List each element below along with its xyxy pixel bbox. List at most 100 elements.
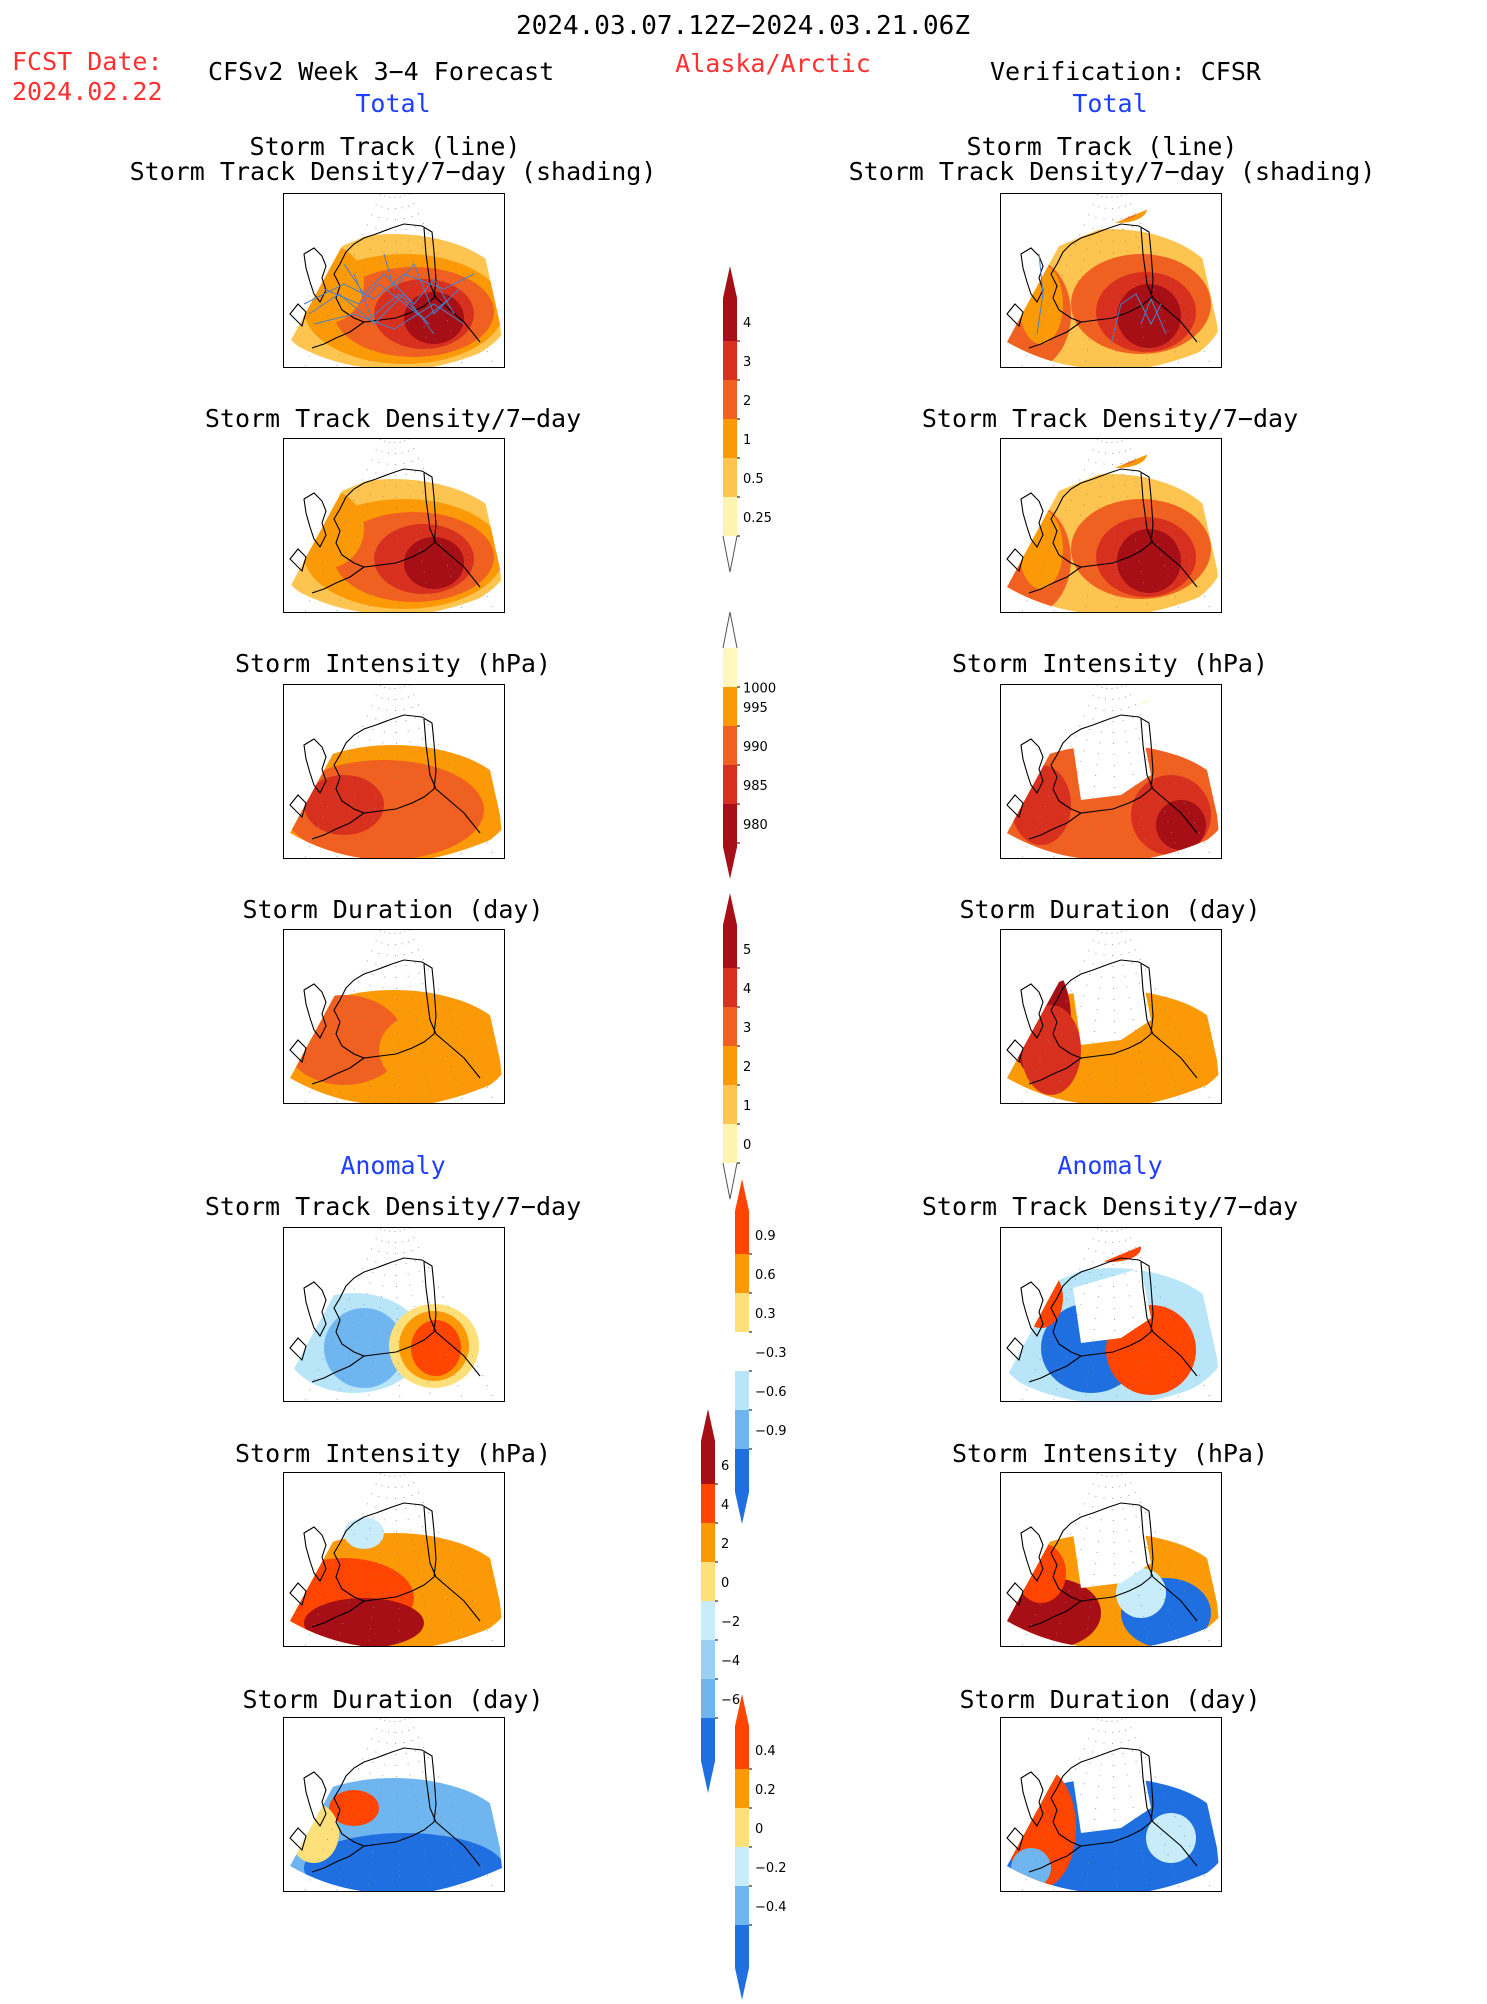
shading-region xyxy=(304,775,384,835)
map-density-forecast xyxy=(283,438,505,613)
colorbar-swatch xyxy=(735,1449,749,1524)
title-duration-anom-left: Storm Duration (day) xyxy=(242,1685,544,1714)
colorbar-label: 2 xyxy=(721,1537,729,1552)
coastline xyxy=(1140,1506,1198,1622)
coastline xyxy=(289,303,307,328)
colorbar-label: −0.4 xyxy=(755,1900,787,1915)
shading-layer xyxy=(1007,1732,1219,1891)
colorbar-label: 4 xyxy=(743,982,751,997)
coastline xyxy=(311,566,365,594)
shading-region xyxy=(329,1790,379,1826)
map-svg xyxy=(289,1718,502,1891)
coastline xyxy=(333,223,437,323)
map-duration-forecast xyxy=(283,929,505,1104)
storm-track xyxy=(303,273,475,305)
shading-region xyxy=(1116,1568,1166,1618)
shading-layer xyxy=(290,1293,479,1393)
map-density-anom-verification xyxy=(1000,1227,1222,1402)
shading-region xyxy=(1117,284,1181,348)
colorbar-swatch xyxy=(723,1085,737,1124)
map-intensity-anom-verification xyxy=(1000,1472,1222,1647)
total-label-left: Total xyxy=(355,89,431,118)
coastline xyxy=(1006,1582,1024,1607)
map-density-verification xyxy=(1000,438,1222,613)
coastline xyxy=(1050,223,1154,323)
coastline xyxy=(1006,794,1024,819)
colorbar-swatch xyxy=(723,497,737,536)
coastlines xyxy=(1006,714,1198,840)
colorbar-label: 980 xyxy=(743,818,768,833)
colorbar-swatch xyxy=(735,1925,749,2000)
no-data-region xyxy=(1073,1268,1151,1343)
map-svg xyxy=(289,685,502,858)
colorbar-label: 0 xyxy=(743,1138,751,1153)
colorbar-swatch xyxy=(735,1293,749,1332)
colorbar-swatch xyxy=(701,1601,715,1640)
title-density-anom-left: Storm Track Density/7−day xyxy=(204,1192,582,1221)
storm-track xyxy=(313,303,465,330)
colorbar-swatch xyxy=(723,687,737,726)
title-duration-right: Storm Duration (day) xyxy=(959,895,1261,924)
colorbar-label: 2 xyxy=(743,1060,751,1075)
map-svg xyxy=(1006,1228,1219,1401)
shading-region xyxy=(304,1833,502,1891)
colorbar-swatch xyxy=(735,1254,749,1293)
shading-region xyxy=(379,1010,489,1090)
colorbar-svg: 6 4 2 0 −2 −4 −6 xyxy=(701,1409,740,1793)
colorbar-label: 990 xyxy=(743,740,768,755)
shading-layer xyxy=(290,745,502,858)
coastlines xyxy=(289,468,481,594)
colorbar-swatch xyxy=(735,1808,749,1847)
coastlines xyxy=(289,1502,481,1628)
shading-region xyxy=(411,1320,461,1376)
coastline xyxy=(1028,566,1082,594)
colorbar-label: 0.5 xyxy=(743,472,764,487)
coastline xyxy=(1028,1600,1082,1628)
shading-region xyxy=(1091,208,1147,223)
colorbar-intensity: 1000 995 990 985 980 xyxy=(722,611,783,883)
colorbar-swatch xyxy=(723,266,737,341)
coastlines xyxy=(1006,1502,1198,1628)
colorbar-label: 0.25 xyxy=(743,511,772,526)
coastline xyxy=(1020,492,1044,549)
colorbar-swatch xyxy=(735,1694,749,1769)
shading-layer xyxy=(290,1517,502,1646)
map-svg xyxy=(289,1228,496,1401)
map-svg xyxy=(1006,1473,1219,1646)
coastline xyxy=(311,321,365,349)
coastline xyxy=(303,1281,327,1338)
coastline xyxy=(1140,472,1198,588)
coastline xyxy=(1006,1337,1024,1362)
colorbar-label: 0.3 xyxy=(755,1307,776,1322)
colorbar-swatch xyxy=(723,380,737,419)
coastline xyxy=(1140,227,1198,343)
coastline xyxy=(1028,1355,1082,1383)
colorbar-swatch xyxy=(701,1523,715,1562)
colorbar-swatch xyxy=(723,968,737,1007)
coastline xyxy=(423,718,481,834)
coastline xyxy=(333,468,437,568)
shading-region xyxy=(304,1598,424,1646)
coastline xyxy=(303,983,327,1040)
colorbar-label: 985 xyxy=(743,779,768,794)
coastline xyxy=(423,472,481,588)
coastline xyxy=(1020,1771,1044,1828)
shading-region xyxy=(1011,1848,1051,1888)
coastline xyxy=(289,1827,307,1852)
colorbar-label: 1 xyxy=(743,433,751,448)
coastlines xyxy=(1006,1257,1198,1383)
colorbar-duration-anom: 0.4 0.2 0 −0.2 −0.4 xyxy=(735,1694,795,2004)
colorbar-swatch xyxy=(723,765,737,804)
no-data-region xyxy=(1073,1513,1151,1588)
coastline xyxy=(311,1355,365,1383)
colorbar-swatch xyxy=(723,458,737,497)
title-track-line-right: Storm Track (line) xyxy=(966,132,1238,161)
colorbar-swatch xyxy=(701,1409,715,1484)
coastline xyxy=(333,1502,437,1602)
title-density-right: Storm Track Density/7−day xyxy=(921,404,1299,433)
anomaly-label-left: Anomaly xyxy=(340,1151,446,1180)
shading-region xyxy=(404,537,464,589)
shading-region xyxy=(1156,800,1206,850)
coastline xyxy=(1020,738,1044,795)
title-intensity-anom-left: Storm Intensity (hPa) xyxy=(234,1439,552,1468)
